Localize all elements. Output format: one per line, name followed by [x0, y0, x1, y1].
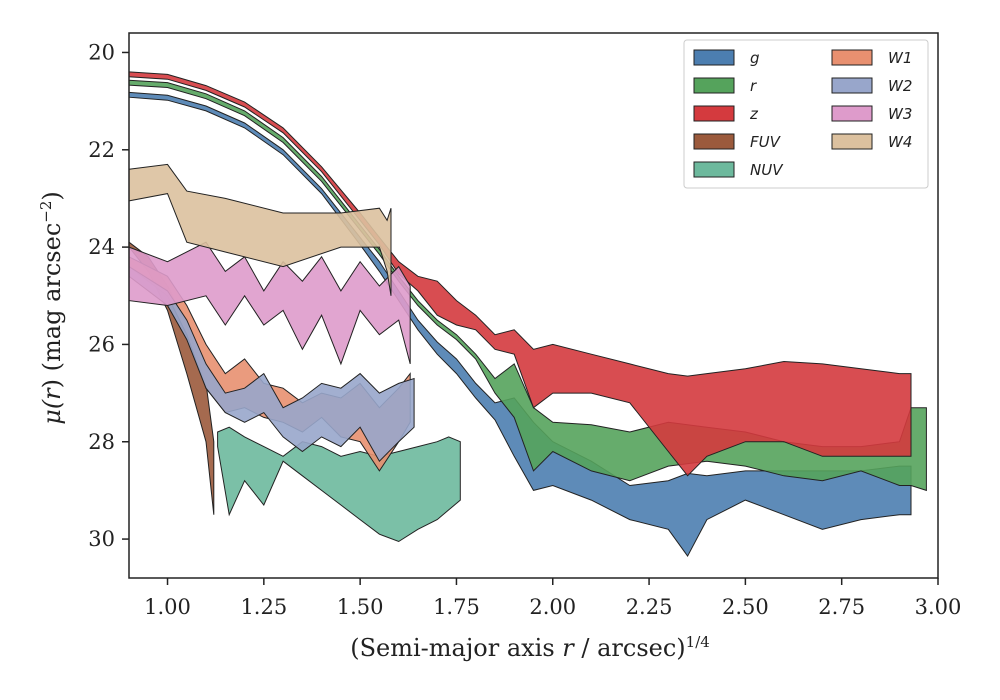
- legend-swatch-nuv: [693, 161, 735, 178]
- legend-swatch-g: [693, 49, 735, 66]
- x-tick-label: 1.25: [240, 595, 287, 619]
- legend-swatch-w2: [831, 77, 873, 94]
- legend-label-w4: W4: [888, 133, 912, 151]
- series-bands: [128, 71, 927, 558]
- band-w4: [128, 163, 392, 296]
- legend-label-w2: W2: [888, 77, 912, 95]
- y-axis-title: μ(r) (mag arcsec−2): [37, 191, 66, 425]
- legend-label-g: g: [750, 49, 760, 67]
- legend-label-fuv: FUV: [750, 133, 782, 151]
- x-tick-label: 2.50: [722, 595, 769, 619]
- legend-label-w1: W1: [888, 49, 912, 67]
- legend: grz FUV NUV W1 W2 W3 W4: [683, 39, 929, 189]
- legend-label-z: z: [749, 105, 759, 123]
- legend-swatch-z: [693, 105, 735, 122]
- legend-label-nuv: NUV: [750, 161, 784, 179]
- y-tick-label: 22: [88, 138, 115, 162]
- y-tick-label: 26: [88, 332, 115, 356]
- legend-swatch-w4: [831, 133, 873, 150]
- x-tick-label: 1.75: [433, 595, 480, 619]
- legend-swatch-fuv: [693, 133, 735, 150]
- x-tick-label: 1.50: [337, 595, 384, 619]
- legend-label-w3: W3: [888, 105, 912, 123]
- legend-frame: [683, 39, 929, 189]
- band-w3: [128, 241, 411, 366]
- x-tick-label: 2.75: [818, 595, 865, 619]
- legend-swatch-w1: [831, 49, 873, 66]
- x-axis: 1.00 1.25 1.50 1.75 2.00 2.25 2.50 2.75 3.00: [144, 578, 961, 619]
- y-tick-label: 28: [88, 430, 115, 454]
- y-tick-label: 20: [88, 40, 115, 64]
- band-w2: [128, 265, 415, 463]
- x-tick-label: 2.00: [529, 595, 576, 619]
- plot-frame: [128, 32, 939, 579]
- y-tick-label: 24: [88, 235, 115, 259]
- legend-swatch-r: [693, 77, 735, 94]
- x-tick-label: 1.00: [144, 595, 191, 619]
- legend-label-r: r: [750, 77, 757, 95]
- x-tick-label: 3.00: [915, 595, 962, 619]
- x-axis-title: (Semi-major axis r / arcsec)1/4: [350, 633, 710, 662]
- y-tick-label: 30: [88, 527, 115, 551]
- x-tick-label: 2.25: [626, 595, 673, 619]
- y-axis: 20 22 24 26 28 30: [88, 40, 129, 551]
- legend-swatch-w3: [831, 105, 873, 122]
